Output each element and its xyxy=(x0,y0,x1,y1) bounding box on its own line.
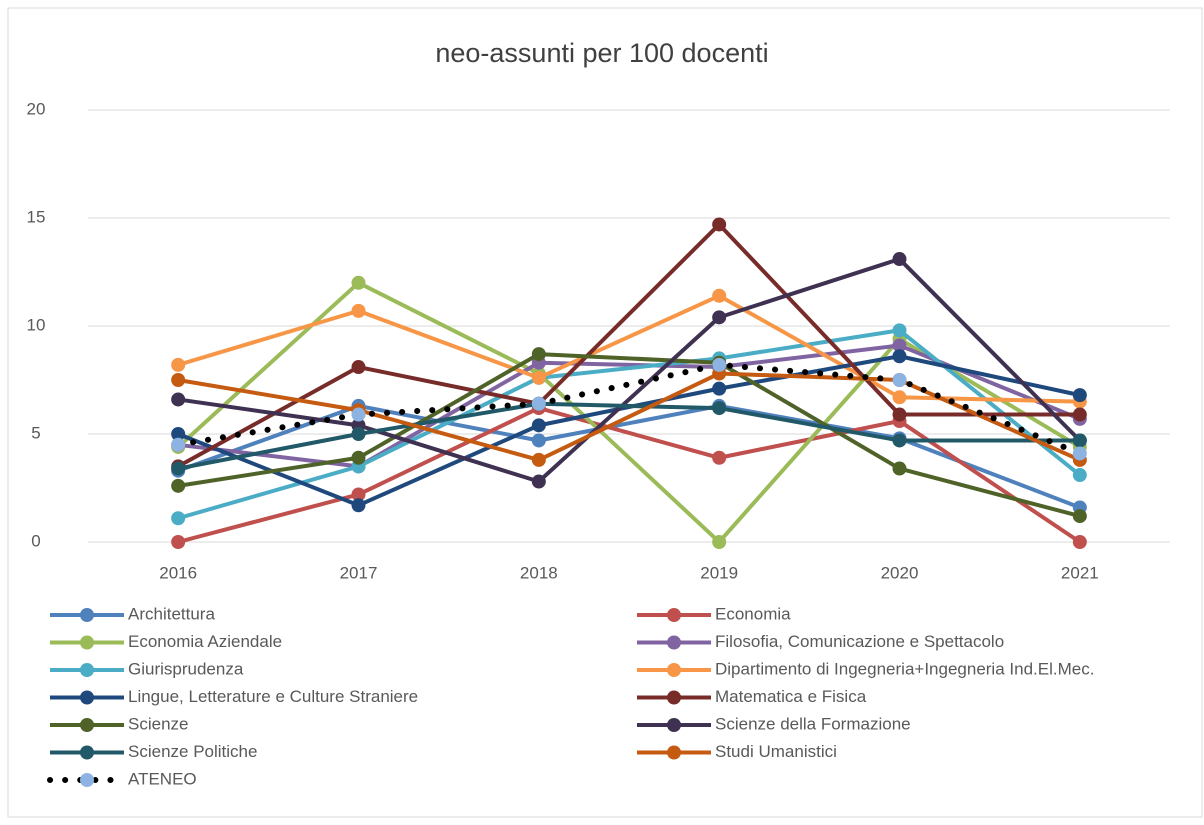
data-point xyxy=(531,370,546,385)
data-point xyxy=(712,381,727,396)
legend-label: Filosofia, Comunicazione e Spettacolo xyxy=(715,632,1004,651)
chart-title: neo-assunti per 100 docenti xyxy=(435,38,768,68)
data-point xyxy=(351,360,366,375)
y-tick-label: 10 xyxy=(27,315,46,334)
y-tick-label: 0 xyxy=(31,531,40,550)
data-point xyxy=(1072,535,1087,549)
data-point xyxy=(171,357,186,372)
legend-marker xyxy=(667,608,681,622)
series-line xyxy=(177,371,1081,462)
data-point xyxy=(351,275,366,290)
series-line xyxy=(177,352,1081,519)
legend-marker xyxy=(667,690,681,705)
data-point xyxy=(531,474,546,489)
data-point xyxy=(531,452,546,467)
data-point xyxy=(531,418,546,433)
series-line xyxy=(175,361,1083,457)
series-line xyxy=(177,328,1082,521)
series-line xyxy=(177,222,1080,469)
legend-label: Studi Umanistici xyxy=(715,742,837,761)
data-point xyxy=(712,357,727,372)
legend-label: Lingue, Letterature e Culture Straniere xyxy=(128,687,418,706)
data-point xyxy=(1072,446,1087,461)
legend-marker xyxy=(667,718,681,732)
data-point xyxy=(892,338,907,353)
data-point xyxy=(351,427,366,441)
data-point xyxy=(712,401,727,416)
y-tick-label: 15 xyxy=(27,207,46,226)
legend-label: Scienze della Formazione xyxy=(715,714,911,733)
data-point xyxy=(351,303,366,318)
data-point xyxy=(712,535,727,549)
legend-marker xyxy=(667,663,681,677)
legend-label: ATENEO xyxy=(128,769,197,788)
legend-label: Scienze Politiche xyxy=(128,742,257,761)
data-point xyxy=(351,487,366,502)
x-tick-label: 2021 xyxy=(1061,563,1099,582)
legend-marker xyxy=(80,635,94,650)
data-point xyxy=(531,347,546,362)
legend-label: Dipartimento di Ingegneria+Ingegneria In… xyxy=(715,659,1094,678)
data-point xyxy=(892,349,907,364)
data-point xyxy=(712,450,727,465)
data-point xyxy=(351,407,366,422)
series-line xyxy=(177,403,1081,510)
data-point xyxy=(351,450,366,465)
data-point xyxy=(712,310,727,325)
x-tick-label: 2018 xyxy=(520,563,558,582)
legend-marker xyxy=(80,608,94,622)
data-point xyxy=(531,433,546,448)
data-point xyxy=(351,498,366,513)
data-point xyxy=(171,427,186,441)
data-point xyxy=(171,535,186,549)
legend-marker xyxy=(80,718,94,732)
legend-marker xyxy=(80,690,94,705)
data-point xyxy=(1072,433,1087,448)
data-point xyxy=(892,323,907,338)
data-point xyxy=(171,511,186,526)
data-point xyxy=(1072,468,1087,483)
legend-label: Economia xyxy=(715,604,791,623)
y-tick-label: 5 xyxy=(31,423,40,442)
legend-marker xyxy=(80,745,94,760)
data-point xyxy=(171,392,186,407)
x-tick-label: 2019 xyxy=(700,563,738,582)
data-point xyxy=(892,461,907,476)
data-point xyxy=(892,433,907,448)
legend-marker xyxy=(80,773,94,787)
legend-label: Giurisprudenza xyxy=(128,659,244,678)
data-point xyxy=(892,252,907,267)
data-point xyxy=(171,461,186,476)
data-point xyxy=(171,437,186,452)
legend-marker xyxy=(80,663,94,677)
data-point xyxy=(712,217,727,232)
data-point xyxy=(1072,388,1087,403)
series-line xyxy=(177,401,1080,471)
data-point xyxy=(892,373,907,387)
data-point xyxy=(892,390,907,405)
data-point xyxy=(892,407,907,422)
data-point xyxy=(171,373,186,387)
data-point xyxy=(1072,407,1087,422)
legend-label: Architettura xyxy=(128,604,215,623)
x-tick-label: 2017 xyxy=(340,563,378,582)
x-tick-label: 2020 xyxy=(881,563,919,582)
legend-label: Matematica e Fisica xyxy=(715,687,867,706)
y-tick-label: 20 xyxy=(27,99,46,118)
legend-marker xyxy=(667,635,681,650)
data-point xyxy=(1072,509,1087,524)
data-point xyxy=(531,396,546,411)
x-tick-label: 2016 xyxy=(159,563,197,582)
series-line xyxy=(177,293,1080,404)
data-point xyxy=(712,288,727,303)
data-point xyxy=(171,478,186,493)
legend-marker xyxy=(667,745,681,760)
legend-label: Economia Aziendale xyxy=(128,632,282,651)
legend-label: Scienze xyxy=(128,714,188,733)
